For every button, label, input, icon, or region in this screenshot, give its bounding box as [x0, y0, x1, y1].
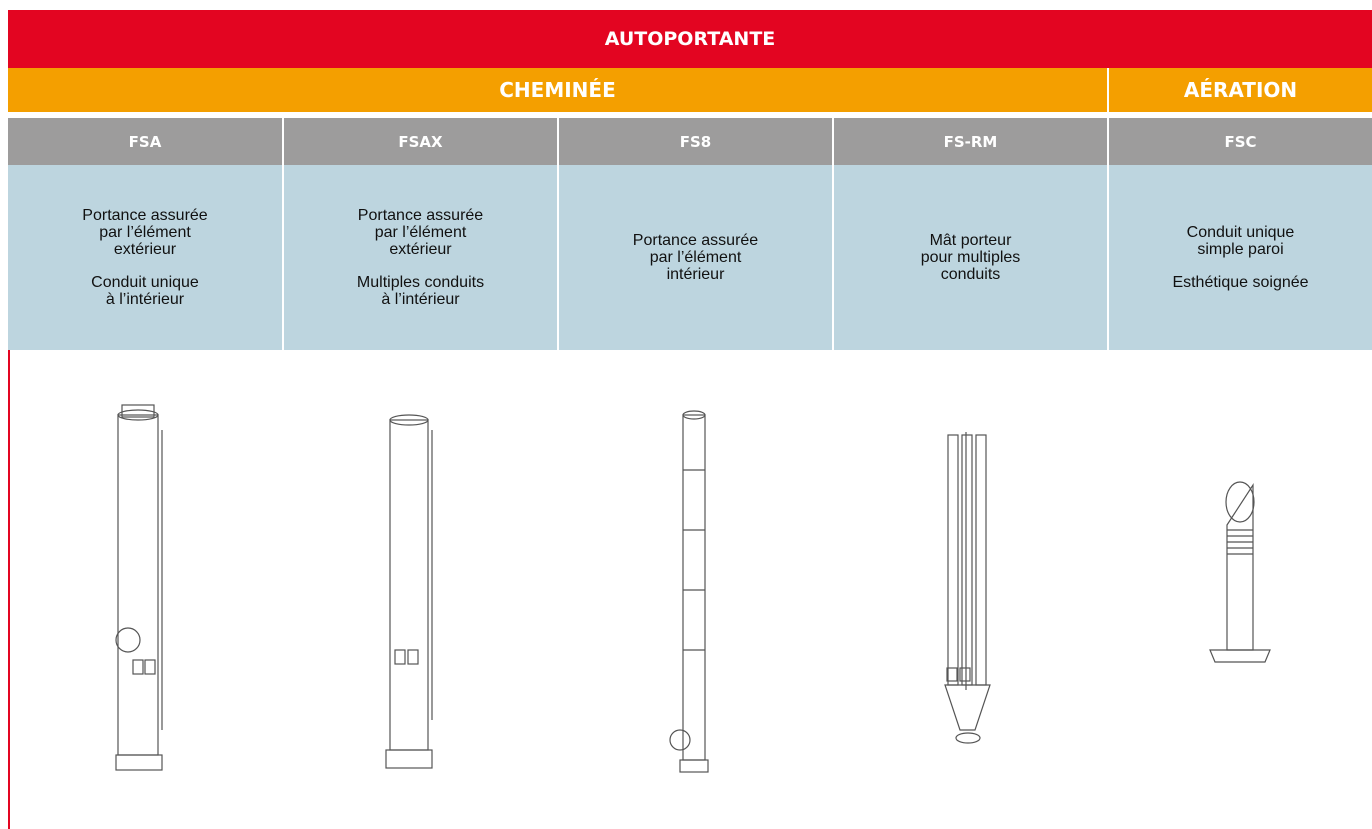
text-line: Conduit unique [91, 274, 199, 291]
text-line: Mât porteur [929, 232, 1012, 249]
paragraph: Conduit unique à l’intérieur [91, 274, 199, 308]
fsc-drawing [1209, 481, 1271, 663]
text-line: à l’intérieur [105, 291, 185, 308]
fsa-drawing [115, 404, 163, 771]
column-header: FSAX [284, 118, 557, 165]
paragraph: Portance assurée par l’élément extérieur [82, 207, 207, 258]
column-header: FS8 [559, 118, 832, 165]
text-line: par l’élément [374, 224, 467, 241]
description: Mât porteur pour multiples conduits [834, 165, 1107, 350]
group-header: AÉRATION [1109, 68, 1372, 112]
text-line: Conduit unique [1186, 224, 1295, 241]
column-header: FSA [8, 118, 282, 165]
text-line: Portance assurée [357, 207, 484, 224]
paragraph: Multiples conduits à l’intérieur [357, 274, 484, 308]
text-line: extérieur [389, 241, 452, 258]
text-line: pour multiples [920, 249, 1021, 266]
column-header: FS-RM [834, 118, 1107, 165]
text-line: conduits [940, 266, 1001, 283]
fsax-drawing [385, 414, 433, 769]
table-title: AUTOPORTANTE [8, 10, 1372, 68]
paragraph: Portance assurée par l’élément intérieur [633, 232, 758, 283]
text-line: simple paroi [1197, 241, 1284, 258]
description: Portance assurée par l’élément extérieur Mu… [284, 165, 557, 350]
text-line: Portance assurée [82, 207, 208, 224]
illustrations [115, 404, 1271, 773]
description: Portance assurée par l’élément extérieur Co… [8, 165, 282, 350]
paragraph: Conduit unique simple paroi [1187, 224, 1295, 258]
column-header: FSC [1109, 118, 1372, 165]
text-line: intérieur [666, 266, 725, 283]
paragraph: Esthétique soignée [1172, 274, 1308, 291]
paragraph: Portance assurée par l’élément extérieur [358, 207, 483, 258]
text-line: Esthétique soignée [1172, 274, 1309, 291]
text-line: à l’intérieur [381, 291, 460, 308]
fs-rm-drawing [944, 432, 991, 744]
text-line: Multiples conduits [356, 274, 485, 291]
text-line: par l’élément [649, 249, 742, 266]
text-line: extérieur [113, 241, 177, 258]
group-header: CHEMINÉE [8, 68, 1107, 112]
description: Portance assurée par l’élément intérieur [559, 165, 832, 350]
border [8, 350, 10, 829]
text-line: Portance assurée [632, 232, 759, 249]
description: Conduit unique simple paroi Esthétique soi… [1109, 165, 1372, 350]
text-line: par l’élément [99, 224, 191, 241]
paragraph: Mât porteur pour multiples conduits [921, 232, 1021, 283]
fs8-drawing [669, 410, 709, 773]
